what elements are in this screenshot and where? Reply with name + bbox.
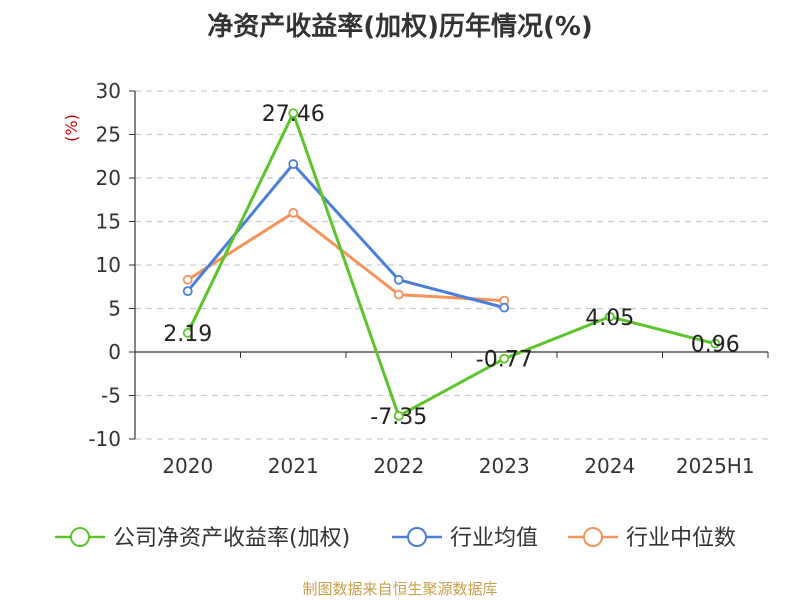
data-point bbox=[288, 108, 299, 118]
x-tick-labels: 2020 2021 2022 2023 2024 2025H1 bbox=[162, 454, 754, 478]
data-point bbox=[288, 207, 299, 218]
data-point bbox=[182, 286, 193, 297]
legend-label: 公司净资产收益率(加权) bbox=[113, 526, 350, 551]
legend-swatch-marker bbox=[70, 527, 90, 547]
x-tick-label: 2021 bbox=[268, 454, 319, 478]
y-tick-label: 10 bbox=[96, 253, 121, 277]
data-label: 2.19 bbox=[163, 322, 212, 347]
data-point bbox=[393, 274, 404, 285]
y-tick-label: 15 bbox=[96, 210, 121, 234]
data-point bbox=[288, 159, 299, 169]
x-tick-label: 2020 bbox=[162, 454, 213, 478]
axes bbox=[129, 90, 769, 440]
x-tick-label: 2022 bbox=[373, 454, 424, 478]
y-tick-label: -5 bbox=[101, 384, 121, 408]
legend-label: 行业中位数 bbox=[626, 526, 736, 551]
x-tick-label: 2023 bbox=[479, 454, 530, 478]
data-label: -7.35 bbox=[370, 405, 427, 430]
series-line bbox=[186, 162, 505, 310]
data-point bbox=[393, 411, 404, 421]
series-group bbox=[182, 108, 721, 421]
x-tick-label: 2024 bbox=[584, 454, 635, 478]
legend-swatch-marker bbox=[583, 527, 603, 547]
series-line bbox=[186, 111, 716, 418]
data-point bbox=[393, 289, 404, 300]
data-point bbox=[182, 274, 193, 285]
y-tick-label: 30 bbox=[96, 79, 121, 103]
y-tick-label: -10 bbox=[88, 427, 121, 451]
y-axis-label: (%) bbox=[62, 114, 81, 142]
chart-title: 净资产收益率(加权)历年情况(%) bbox=[207, 12, 593, 42]
x-tick-label: 2025H1 bbox=[676, 454, 755, 478]
series-line bbox=[186, 211, 505, 303]
legend: 公司净资产收益率(加权) 行业均值 行业中位数 bbox=[55, 526, 736, 551]
data-label: 4.05 bbox=[585, 306, 634, 331]
legend-swatch-marker bbox=[407, 527, 427, 547]
source-note: 制图数据来自恒生聚源数据库 bbox=[302, 580, 498, 598]
y-tick-label: 25 bbox=[96, 123, 121, 147]
y-tick-label: 0 bbox=[108, 340, 121, 364]
y-tick-label: 5 bbox=[108, 297, 121, 321]
data-labels: 2.19 27.46 -7.35 -0.77 4.05 0.96 bbox=[163, 102, 739, 430]
data-point bbox=[604, 311, 615, 322]
y-tick-labels: -10 -5 0 5 10 15 20 25 30 bbox=[88, 79, 121, 451]
data-label: 0.96 bbox=[691, 333, 740, 358]
data-label: -0.77 bbox=[476, 348, 533, 373]
data-point bbox=[499, 302, 510, 313]
data-point bbox=[182, 328, 193, 338]
legend-label: 行业均值 bbox=[450, 526, 538, 551]
data-label: 27.46 bbox=[262, 102, 325, 127]
y-tick-label: 20 bbox=[96, 166, 121, 190]
data-point bbox=[499, 353, 510, 364]
data-point bbox=[710, 338, 721, 349]
